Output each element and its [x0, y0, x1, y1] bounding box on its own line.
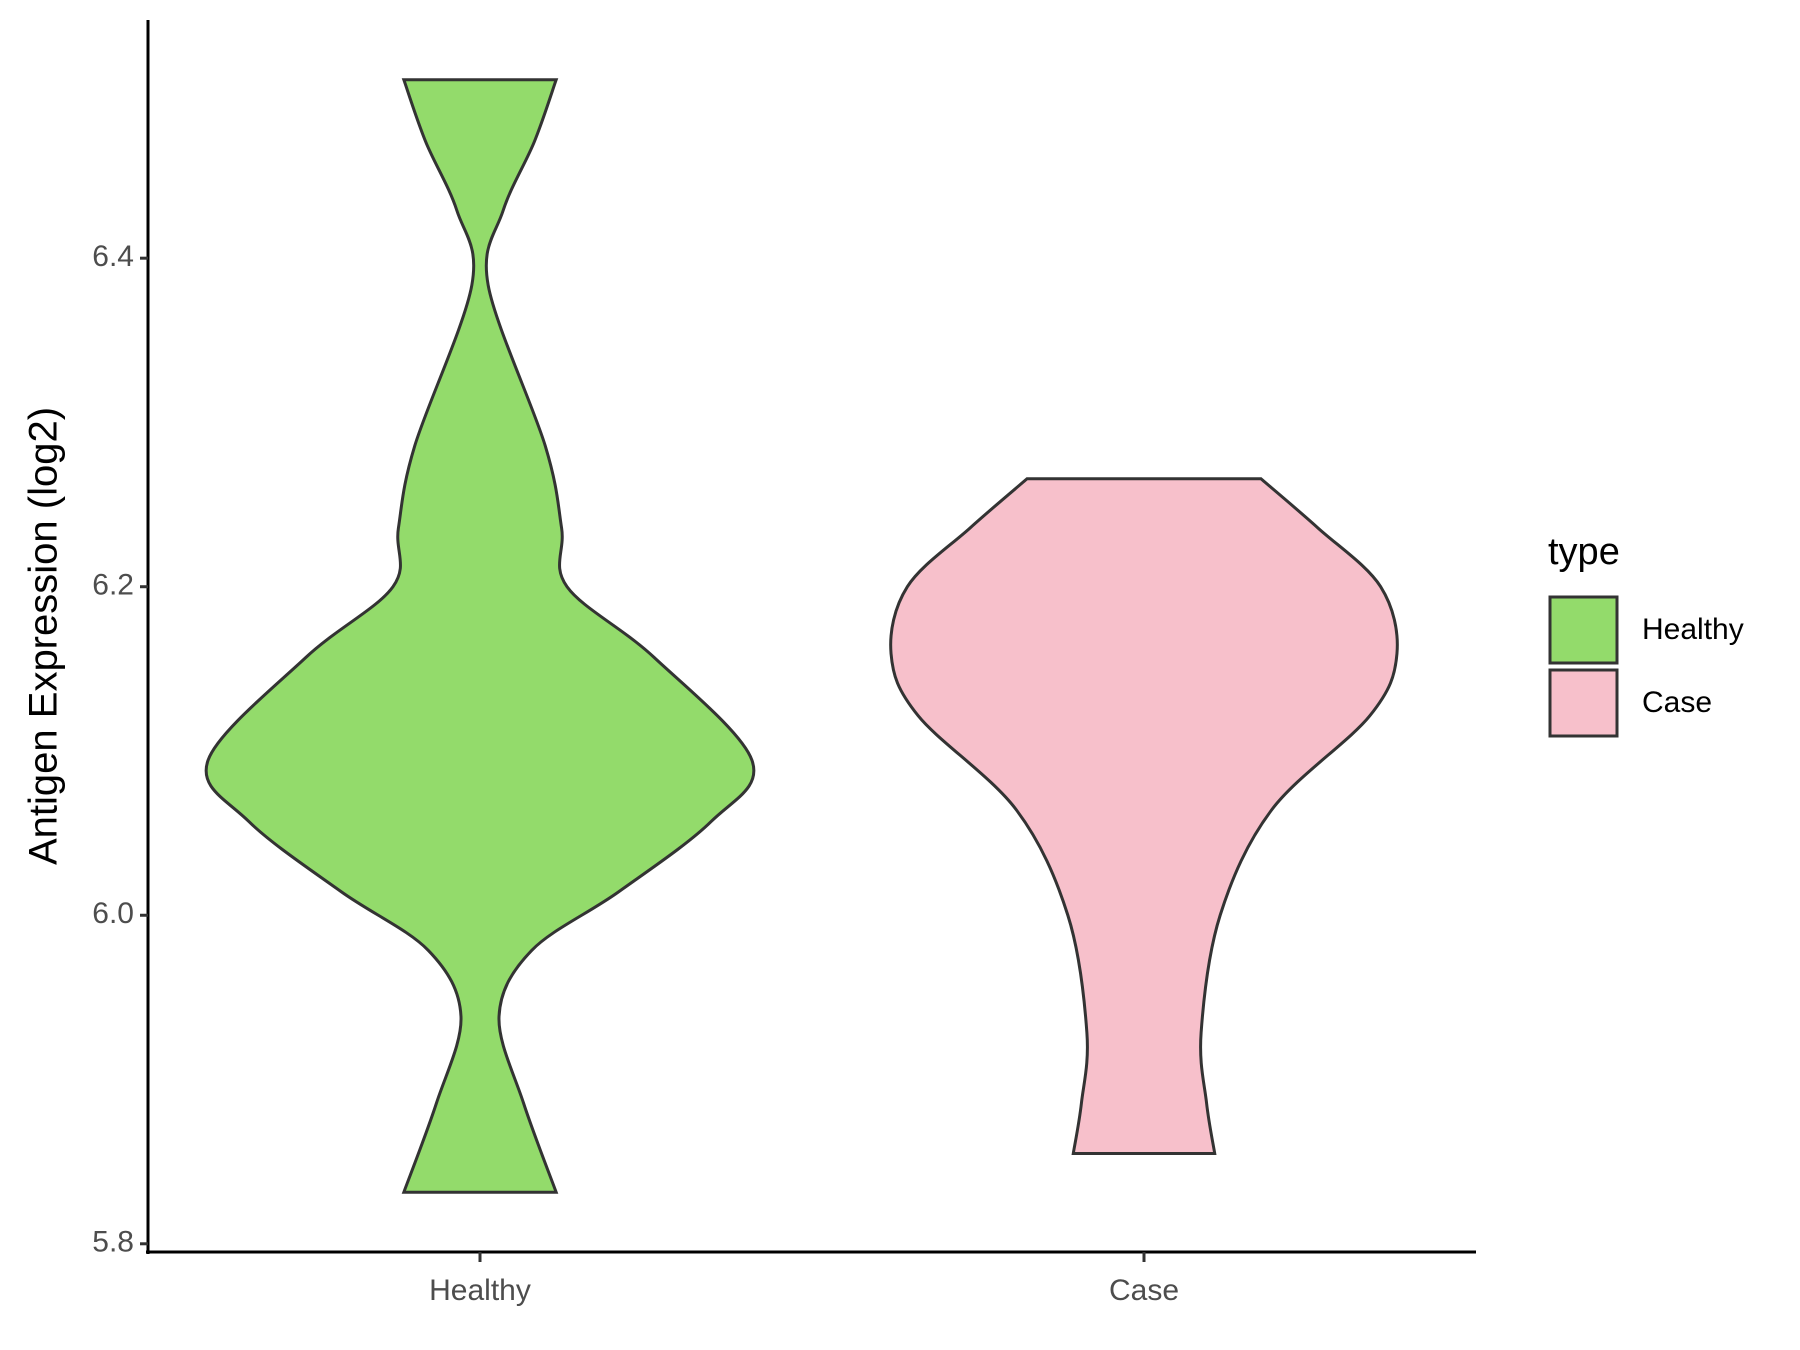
- legend-label: Healthy: [1642, 613, 1744, 646]
- legend-key: [1548, 668, 1619, 738]
- y-axis-title: Antigen Expression (log2): [22, 407, 66, 865]
- violin: [889, 477, 1399, 1155]
- legend-label: Case: [1642, 686, 1712, 719]
- y-tick-label: 6.0: [92, 897, 134, 930]
- x-tick-label: Case: [1109, 1274, 1179, 1307]
- y-tick-label: 6.2: [92, 569, 134, 602]
- y-tick-label: 6.4: [92, 240, 134, 273]
- legend-key: [1548, 595, 1619, 665]
- legend-title: type: [1548, 531, 1620, 573]
- y-tick-label: 5.8: [92, 1226, 134, 1259]
- violin: [204, 78, 756, 1194]
- x-tick-label: Healthy: [429, 1274, 531, 1307]
